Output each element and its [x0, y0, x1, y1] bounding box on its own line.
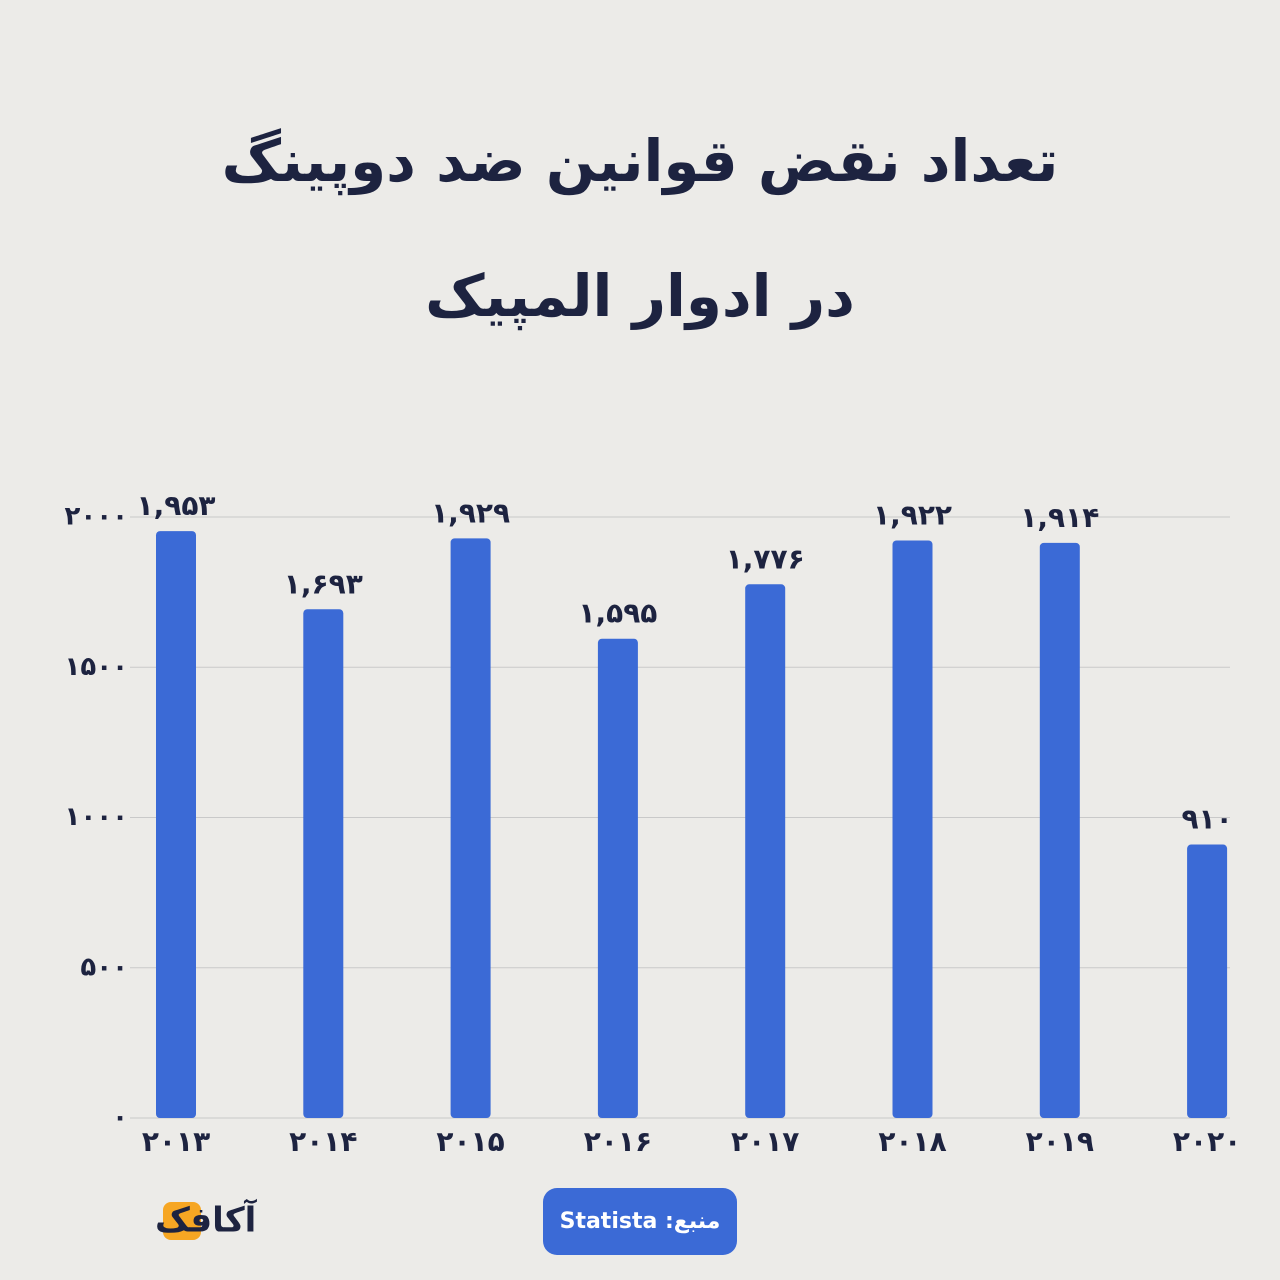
value-label: ۹۱۰	[1181, 803, 1232, 836]
x-tick-label: ۲۰۱۵	[436, 1125, 504, 1158]
bar	[156, 531, 196, 1118]
bar	[1039, 542, 1080, 1118]
value-label: ۱,۹۵۳	[137, 489, 216, 522]
bar	[450, 538, 491, 1118]
x-tick-label: ۲۰۲۰	[1173, 1125, 1241, 1158]
value-label: ۱,۹۲۹	[431, 496, 510, 529]
y-tick-label: ۵۰۰	[80, 952, 128, 982]
logo-icon	[163, 1202, 201, 1240]
chart-title: در ادوار المپیک	[425, 262, 855, 331]
x-tick-label: ۲۰۱۶	[584, 1125, 652, 1158]
x-tick-label: ۲۰۱۹	[1026, 1125, 1094, 1158]
value-label: ۱,۹۲۲	[873, 498, 952, 531]
value-label: ۱,۷۷۶	[726, 542, 805, 575]
y-tick-label: ۲۰۰۰	[65, 502, 128, 532]
value-label: ۱,۹۱۴	[1020, 501, 1099, 534]
value-label: ۱,۶۹۳	[284, 567, 363, 600]
source-badge	[543, 1188, 737, 1255]
value-label: ۱,۵۹۵	[578, 597, 657, 630]
y-tick-label: ۱۵۰۰	[65, 652, 128, 682]
x-tick-label: ۲۰۱۸	[878, 1125, 946, 1158]
x-tick-label: ۲۰۱۷	[731, 1125, 799, 1158]
y-tick-label: ۰	[112, 1103, 128, 1133]
bar	[303, 609, 344, 1118]
y-tick-label: ۱۰۰۰	[65, 802, 128, 832]
bar	[892, 540, 933, 1118]
bar	[597, 638, 638, 1118]
bar	[1187, 844, 1228, 1118]
source: منبع: Statista	[560, 1209, 721, 1234]
chart-title: تعداد نقض قوانین ضد دوپینگ	[222, 127, 1059, 196]
logo: آکافک	[155, 1199, 258, 1241]
bar	[745, 584, 786, 1118]
x-tick-label: ۲۰۱۴	[289, 1125, 357, 1158]
x-tick-label: ۲۰۱۳	[142, 1125, 210, 1158]
